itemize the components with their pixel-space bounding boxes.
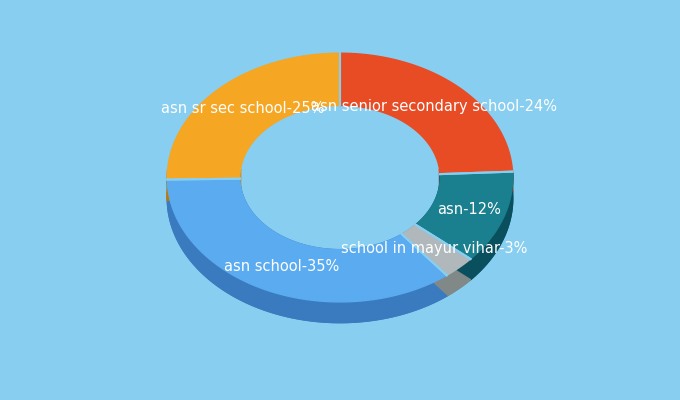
Text: asn school-35%: asn school-35%: [224, 259, 339, 274]
Polygon shape: [415, 172, 513, 259]
Polygon shape: [167, 53, 340, 180]
Text: asn sr sec school-25%: asn sr sec school-25%: [161, 101, 324, 116]
Text: school in mayur vihar-3%: school in mayur vihar-3%: [341, 241, 527, 256]
Polygon shape: [167, 200, 447, 323]
Polygon shape: [440, 190, 513, 195]
Polygon shape: [402, 225, 415, 255]
Polygon shape: [471, 172, 513, 280]
Polygon shape: [447, 259, 471, 296]
Polygon shape: [415, 174, 440, 246]
Polygon shape: [167, 179, 447, 302]
Polygon shape: [340, 53, 513, 174]
Text: asn-12%: asn-12%: [437, 202, 501, 217]
Polygon shape: [402, 246, 471, 296]
Polygon shape: [415, 192, 513, 280]
Polygon shape: [167, 180, 447, 323]
Text: asn senior secondary school-24%: asn senior secondary school-24%: [311, 99, 557, 114]
Polygon shape: [240, 169, 241, 200]
Polygon shape: [402, 225, 471, 275]
Polygon shape: [240, 179, 402, 270]
Polygon shape: [167, 190, 240, 200]
